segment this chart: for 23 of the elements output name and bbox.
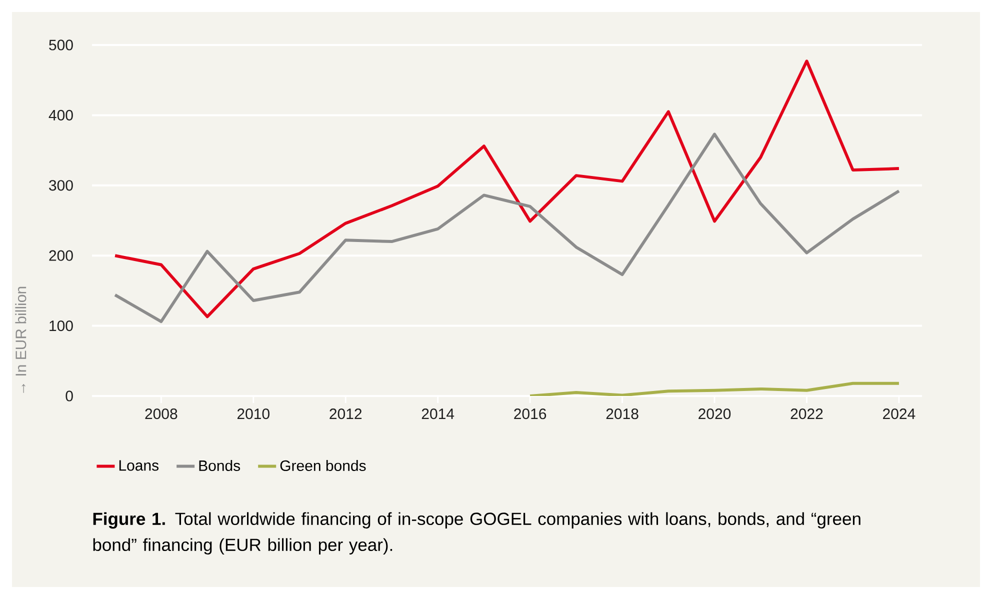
x-tick-label: 2012 [330,408,362,420]
legend-label: Loans [119,460,159,471]
x-tick-label: 2020 [698,408,731,420]
x-tick-label: 2010 [237,408,270,420]
x-tick-label: 2016 [514,408,546,420]
text: Figure 1. Total worldwide financing of in-scope GOGEL companies with loans, bonds, and “green bond” financing (EUR billion per year). [93,512,860,555]
y-tick-label: 0 [66,390,73,402]
x-tick-label: 2018 [606,408,638,420]
y-tick-label: 400 [48,110,73,120]
x-tick-label: 2008 [145,408,178,420]
x-tick-label: 2024 [883,408,916,420]
y-tick-label: 100 [50,320,73,332]
line-series [114,60,900,318]
y-tick-label: 200 [49,250,73,261]
line-series [114,132,900,324]
legend-label: Bonds [199,460,240,472]
y-tick-label: 500 [49,40,73,50]
x-tick-label: 2022 [790,408,823,420]
legend-label: Green bonds [280,460,366,472]
y-tick-label: 300 [49,180,73,191]
y-axis-title: → In EUR billion [15,286,26,393]
line-series [528,382,900,396]
x-tick-label: 2014 [422,408,454,420]
